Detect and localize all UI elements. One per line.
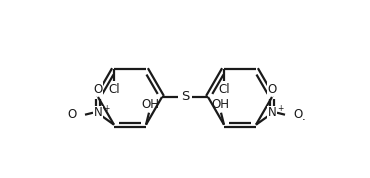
Text: N: N bbox=[94, 106, 102, 119]
Text: N: N bbox=[268, 106, 276, 119]
Text: Cl: Cl bbox=[218, 83, 230, 96]
Text: O: O bbox=[93, 83, 102, 96]
Text: O: O bbox=[293, 108, 302, 121]
Text: O: O bbox=[268, 83, 277, 96]
Text: Cl: Cl bbox=[108, 83, 120, 96]
Text: −: − bbox=[297, 114, 305, 123]
Text: +: + bbox=[103, 104, 110, 113]
Text: OH: OH bbox=[211, 98, 229, 111]
Text: OH: OH bbox=[141, 98, 159, 111]
Text: −: − bbox=[66, 114, 74, 123]
Text: S: S bbox=[181, 90, 189, 103]
Text: +: + bbox=[277, 104, 283, 113]
Text: O: O bbox=[68, 108, 77, 121]
